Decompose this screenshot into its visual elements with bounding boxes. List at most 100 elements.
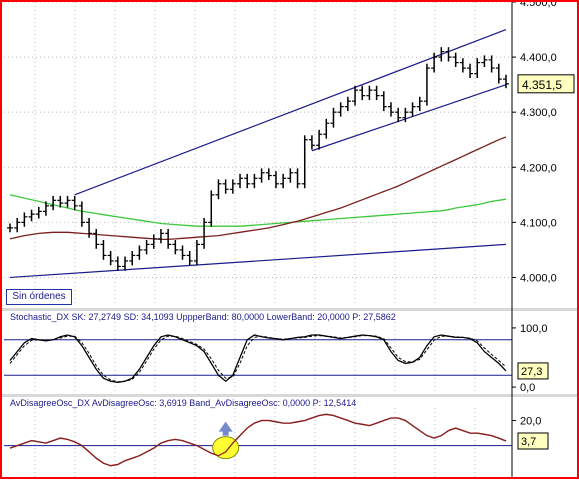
price-bar [107, 251, 114, 266]
price-bar [35, 206, 42, 219]
moving-average-ma_long [9, 194, 507, 227]
price-tick-label: 4.000,0 [520, 272, 557, 284]
price-bar [129, 251, 136, 266]
stochastic-tick-label: 100,0 [520, 323, 548, 335]
price-bar [287, 168, 294, 183]
price-bar [179, 245, 186, 260]
price-bar [387, 102, 394, 117]
price-bar [93, 228, 100, 249]
price-bar [50, 195, 57, 211]
price-tick-label: 4.500,0 [520, 0, 557, 9]
price-bar [165, 228, 172, 249]
price-panel-bg [4, 2, 512, 305]
price-bar [229, 179, 236, 194]
avdisagree-series-overlay [9, 413, 507, 467]
price-bar [172, 239, 179, 255]
price-bar [114, 256, 121, 271]
stochastic-tick-label: 0,0 [520, 382, 535, 394]
price-bar [64, 195, 71, 208]
stochastic-panel-title: Stochastic_DX SK: 27,2749 SD: 34,1093 Up… [10, 312, 396, 322]
stochastic-panel-bg [4, 322, 512, 393]
price-bar [280, 173, 287, 189]
stochastic-value-label: 27,3 [521, 366, 542, 378]
price-bar [337, 102, 344, 117]
up-arrow-icon [218, 421, 233, 436]
price-bar [272, 171, 279, 189]
price-bar [330, 107, 337, 128]
price-bar [14, 217, 21, 233]
price-bar [122, 256, 129, 271]
price-bar [395, 107, 402, 123]
price-bar [21, 212, 28, 227]
price-tick-label: 4.100,0 [520, 217, 557, 229]
price-tick-label: 4.200,0 [520, 162, 557, 174]
price-bar [352, 85, 359, 106]
moving-average-ma_mid [9, 136, 507, 241]
price-bar [193, 239, 200, 266]
price-bar [265, 168, 272, 180]
stochastic-series-SK [9, 334, 507, 384]
avdisagree-value-label: 3,7 [521, 436, 536, 448]
last-price-label: 4.351,5 [522, 78, 562, 92]
trend-line [9, 243, 507, 279]
price-bar [143, 239, 150, 255]
price-bar [57, 195, 64, 208]
price-bar [467, 63, 474, 79]
avdisagree-tick-label: 20,0 [520, 416, 541, 428]
price-bar [136, 245, 143, 260]
price-bar [481, 55, 488, 68]
panel-separator [0, 308, 579, 311]
price-bar [215, 179, 222, 200]
price-tick-label: 4.300,0 [520, 107, 557, 119]
price-bar [308, 135, 315, 150]
price-bar [459, 58, 466, 73]
price-bar [7, 223, 13, 233]
price-bar [423, 63, 430, 106]
price-bar [416, 96, 423, 112]
price-bar [244, 173, 251, 189]
price-bar [402, 107, 409, 123]
price-bar [373, 85, 380, 101]
panel-separator [0, 394, 579, 397]
price-bar [380, 91, 387, 112]
price-bar [316, 129, 323, 150]
price-bar [344, 96, 351, 112]
trend-line [311, 84, 507, 152]
price-bar [222, 179, 229, 194]
price-bar [208, 190, 215, 227]
price-bar [294, 168, 301, 189]
price-bar [100, 239, 107, 260]
avdisagree-panel-title: AvDisagreeOsc_DX AvDisagreeOsc: 3,6919 B… [10, 398, 357, 408]
price-bar [503, 74, 509, 89]
last-price-box [517, 74, 575, 94]
price-bar [157, 228, 164, 244]
price-bar [258, 168, 265, 183]
orders-badge[interactable]: Sin órdenes [6, 289, 72, 305]
avdisagree-value-box [517, 432, 549, 450]
price-bar [42, 201, 49, 216]
price-bar [431, 52, 438, 73]
price-bar [78, 201, 85, 227]
price-bar [452, 52, 459, 68]
price-bar [150, 234, 157, 249]
price-bar [409, 102, 416, 117]
highlight-circle [212, 436, 240, 460]
avdisagree-panel-bg [4, 408, 512, 477]
price-bar [237, 173, 244, 189]
price-bar [488, 55, 495, 73]
price-bar [186, 251, 193, 266]
price-bar [301, 135, 308, 189]
price-bar [323, 118, 330, 139]
price-bar [71, 195, 78, 211]
price-bar [359, 85, 366, 101]
price-bar [86, 217, 93, 238]
price-bar [251, 173, 258, 189]
stochastic-value-box [517, 362, 549, 380]
price-bar [445, 47, 452, 62]
stochastic-series-SD [9, 335, 507, 383]
price-bar [366, 85, 373, 101]
price-tick-label: 4.400,0 [520, 52, 557, 64]
orders-badge-label: Sin órdenes [12, 291, 66, 302]
